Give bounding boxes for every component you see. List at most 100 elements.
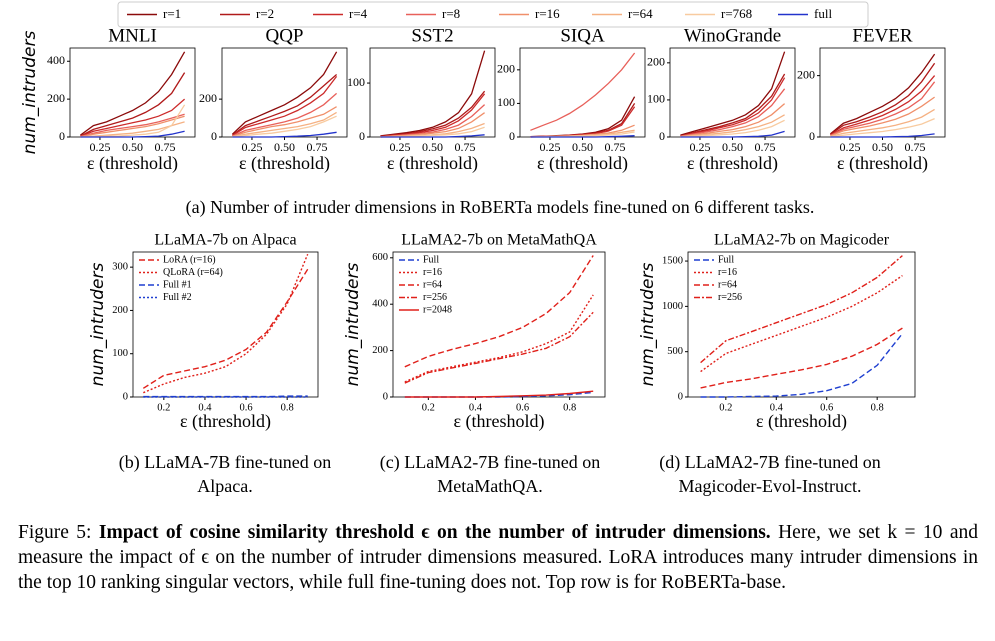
series-line (142, 268, 309, 389)
series-line (700, 275, 903, 373)
y-tick-label: 0 (383, 391, 388, 402)
series-line (680, 103, 786, 138)
x-axis-label: ε (threshold) (837, 153, 928, 174)
x-tick-label: 0.25 (241, 140, 262, 154)
series-line (830, 81, 936, 137)
chart-title: WinoGrande (684, 25, 781, 46)
x-tick-label: 0.50 (422, 140, 443, 154)
caption-bold: Impact of cosine similarity threshold ϵ … (98, 522, 771, 543)
y-tick-label: 200 (199, 91, 217, 105)
x-tick-label: 0.75 (307, 140, 328, 154)
y-tick-label: 500 (667, 346, 683, 357)
y-tick-label: 400 (47, 53, 65, 67)
legend-label: r=2048 (423, 304, 452, 315)
series-line (680, 88, 786, 137)
y-tick-label: 0 (809, 129, 815, 143)
legend-label: r=1 (163, 6, 181, 21)
chart-title: FEVER (852, 25, 913, 46)
y-tick-label: 200 (797, 67, 815, 81)
chart-title: SST2 (411, 25, 453, 46)
x-tick-label: 0.25 (89, 140, 110, 154)
legend-label: full (814, 6, 832, 21)
x-tick-label: 0.8 (871, 402, 884, 413)
x-axis-label: ε (threshold) (180, 411, 271, 432)
x-tick-label: 0.6 (820, 402, 833, 413)
x-tick-label: 0.4 (469, 402, 483, 413)
x-tick-label: 0.50 (872, 140, 893, 154)
y-tick-label: 0 (678, 391, 683, 402)
series-line (380, 50, 486, 137)
x-axis-label: ε (threshold) (453, 411, 544, 432)
subcaption: (a) Number of intruder dimensions in RoB… (185, 197, 815, 217)
x-axis-label: ε (threshold) (239, 153, 330, 174)
y-axis-label: num_intruders (638, 263, 658, 387)
series-line (680, 130, 785, 138)
x-axis-label: ε (threshold) (387, 153, 478, 174)
x-tick-label: 0.25 (689, 140, 710, 154)
series-line (232, 74, 338, 136)
y-tick-label: 200 (497, 62, 515, 76)
legend-label: r=64 (628, 6, 653, 21)
x-tick-label: 0.2 (157, 402, 170, 413)
series-line (404, 390, 594, 398)
series-line (830, 108, 935, 138)
caption-text: Here, we set k = 10 and measure the impa… (18, 522, 978, 593)
chart-title: SIQA (560, 25, 605, 46)
y-tick-label: 0 (123, 391, 128, 402)
chart-title: MNLI (108, 25, 157, 46)
series-line (680, 73, 786, 137)
y-tick-label: 0 (59, 129, 65, 143)
series-line (80, 98, 186, 138)
series-line (404, 311, 594, 384)
y-tick-label: 0 (509, 129, 515, 143)
legend-label: Full #2 (163, 292, 192, 303)
series-line (700, 333, 903, 398)
x-tick-label: 0.50 (122, 140, 143, 154)
x-tick-label: 0.8 (563, 402, 576, 413)
x-tick-label: 0.25 (539, 140, 560, 154)
legend-label: Full (718, 254, 734, 265)
x-tick-label: 0.75 (605, 140, 626, 154)
series-line (380, 134, 485, 138)
y-tick-label: 1000 (662, 301, 683, 312)
x-tick-label: 0.50 (572, 140, 593, 154)
series-line (232, 111, 337, 138)
series-line (680, 114, 785, 138)
series-line (80, 115, 185, 138)
x-tick-label: 0.2 (719, 402, 732, 413)
y-axis-label: num_intruders (88, 263, 108, 387)
series-line (232, 76, 338, 137)
legend-label: r=256 (718, 292, 742, 303)
series-line (530, 103, 636, 138)
x-tick-label: 0.75 (905, 140, 926, 154)
plot-frame (221, 47, 348, 138)
y-tick-label: 0 (359, 129, 365, 143)
x-tick-label: 0.4 (770, 402, 784, 413)
y-tick-label: 200 (47, 91, 65, 105)
series-line (680, 119, 785, 138)
plot-frame (519, 47, 646, 138)
series-line (700, 327, 903, 389)
series-line (231, 51, 338, 135)
y-axis-label: num_intruders (343, 263, 363, 387)
series-line (80, 113, 185, 138)
x-tick-label: 0.75 (455, 140, 476, 154)
x-tick-label: 0.2 (422, 402, 435, 413)
chart-title: LLaMA2-7b on MetaMathQA (401, 232, 597, 249)
series-line (80, 130, 185, 138)
series-line (830, 96, 935, 137)
figure-caption: Figure 5: Impact of cosine similarity th… (18, 520, 978, 595)
legend-label: Full (423, 254, 439, 265)
series-line (830, 75, 936, 136)
legend-label: r=768 (721, 6, 752, 21)
series-line (530, 135, 635, 138)
series-line (232, 115, 337, 138)
x-tick-label: 0.4 (198, 402, 212, 413)
legend-box (117, 1, 869, 28)
y-tick-label: 100 (647, 92, 665, 106)
series-line (829, 53, 936, 135)
series-line (380, 93, 486, 138)
series-line (80, 51, 186, 136)
plot-frame (687, 251, 916, 398)
